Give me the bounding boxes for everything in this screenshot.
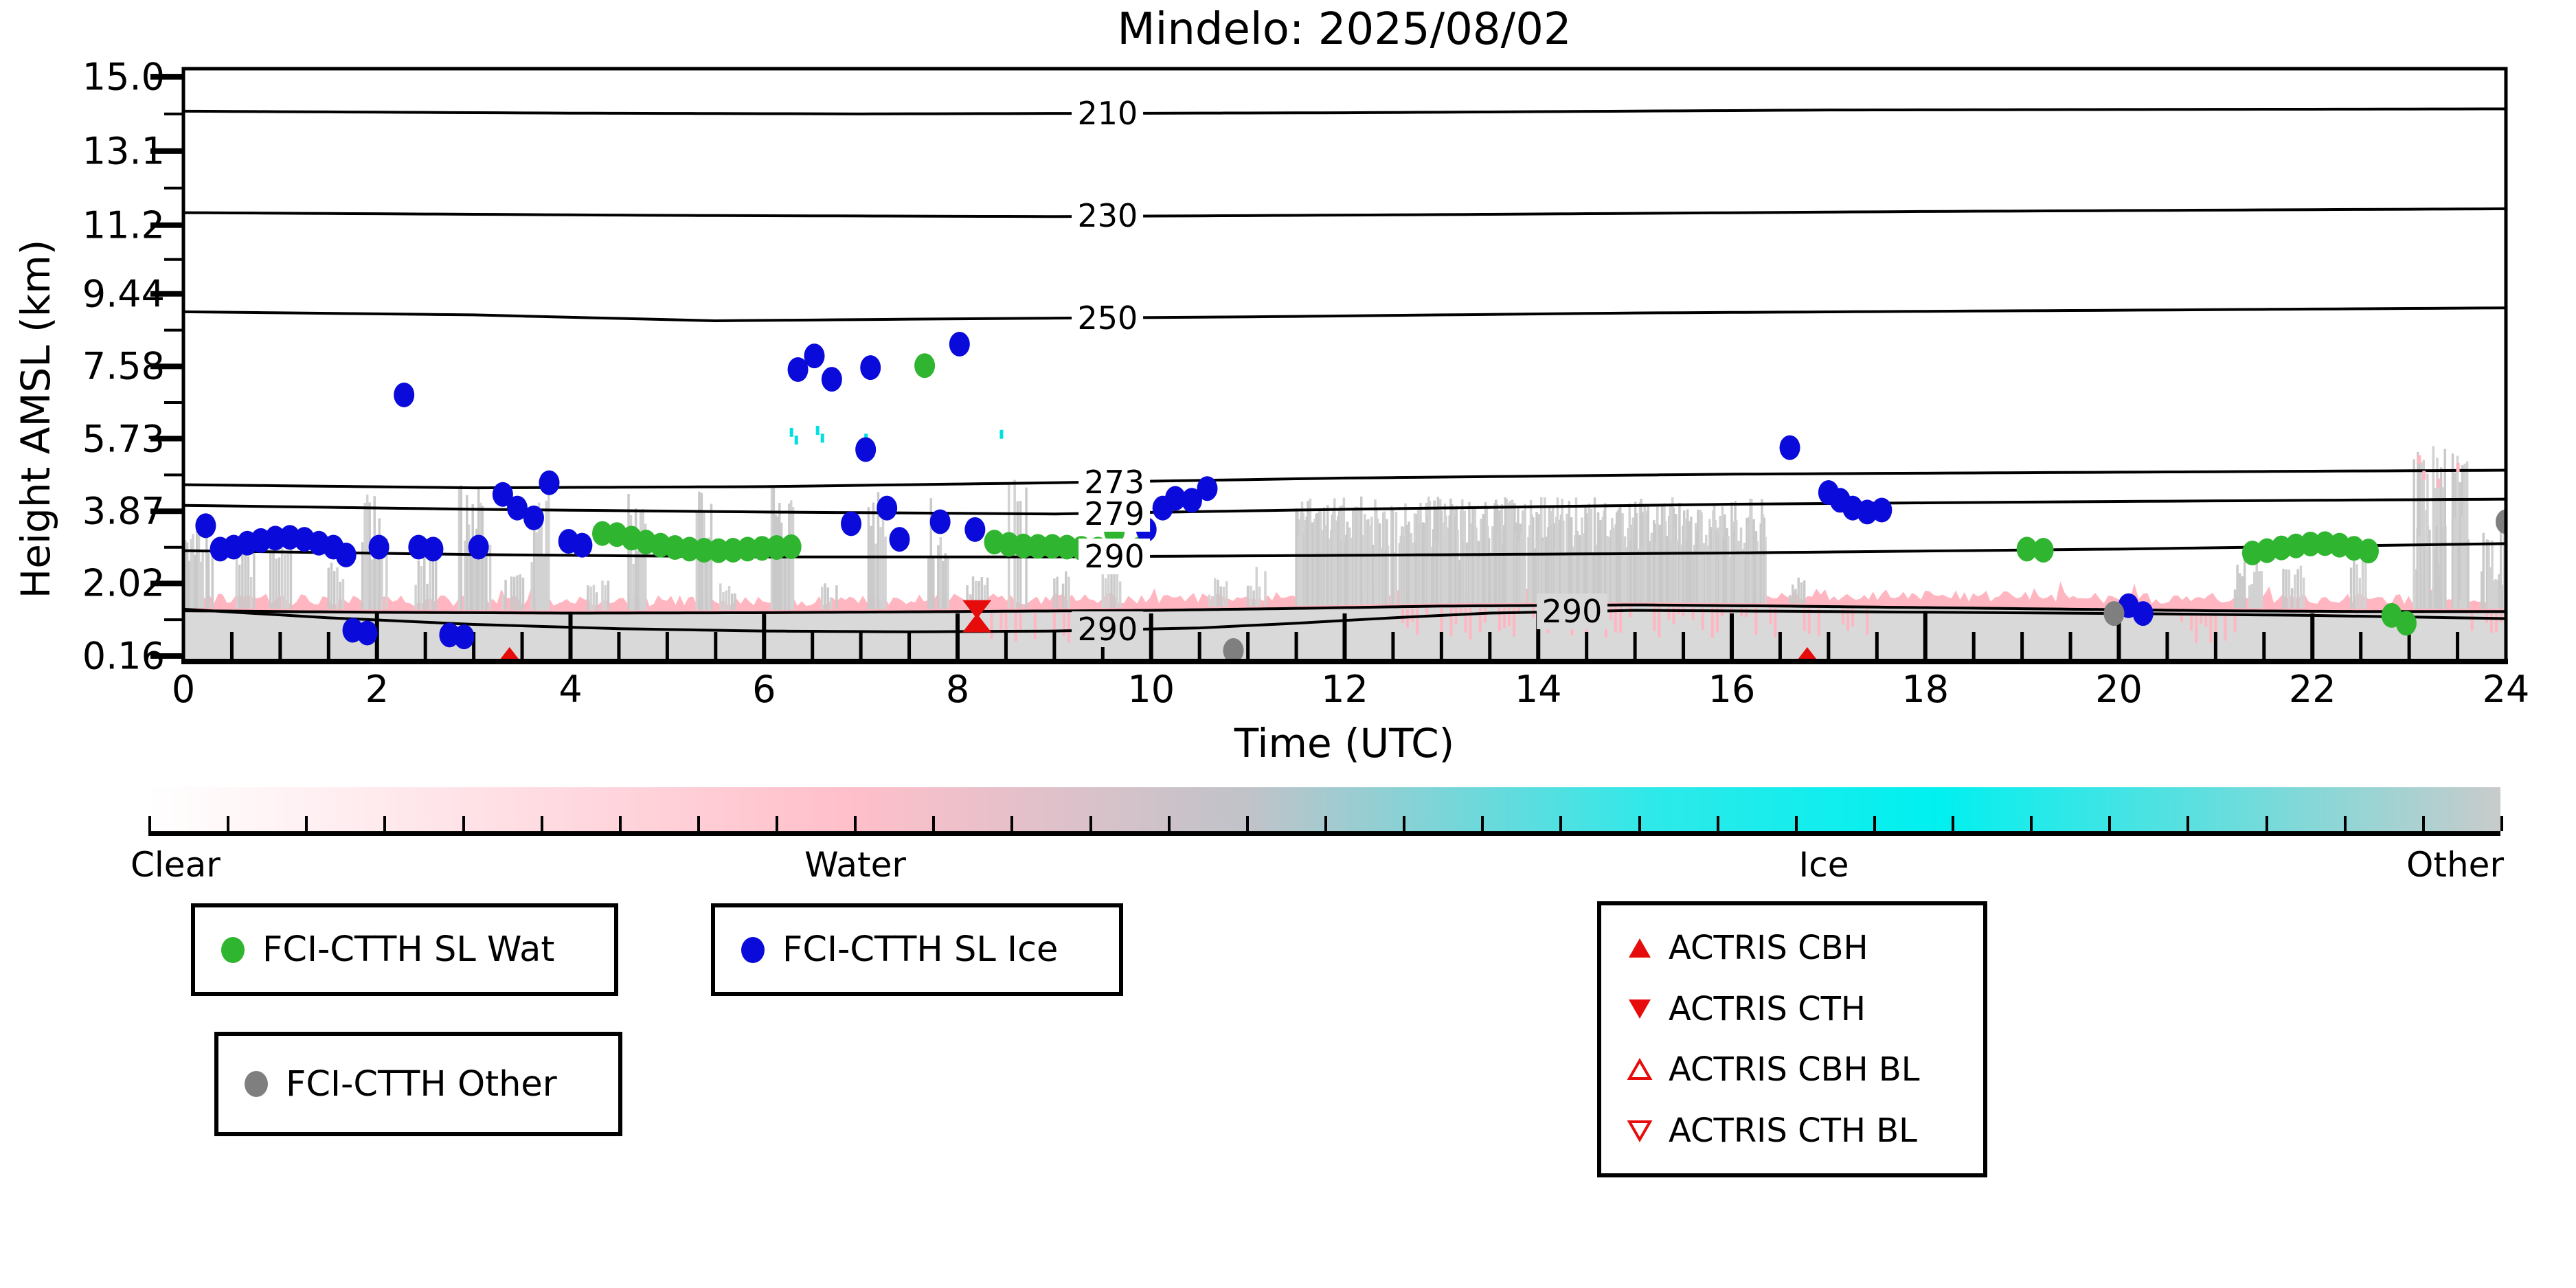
legend-entry-fci-wat: FCI-CTTH SL Wat [195, 929, 554, 970]
colorbar-tick [2343, 816, 2347, 831]
y-tick-label: 15.0 [82, 55, 165, 99]
page-title: Mindelo: 2025/08/02 [1117, 4, 1572, 55]
colorbar-tick [776, 816, 779, 831]
contour-label-290: 290 [1072, 611, 1144, 648]
classification-colorbar [148, 787, 2503, 836]
colorbar-tick [148, 816, 151, 831]
legend-box-actris: ACTRIS CBH ACTRIS CTH ACTRIS CBH BL ACTR… [1597, 901, 1987, 1177]
colorbar-tick [2108, 816, 2112, 831]
ice-dot-icon [741, 936, 765, 963]
legend-box-fci-other: FCI-CTTH Other [214, 1032, 622, 1136]
x-tick-label: 20 [2095, 668, 2143, 711]
y-tick-label: 0.16 [82, 634, 165, 678]
x-tick-label: 10 [1127, 668, 1175, 711]
triangle-down-filled-icon [1629, 999, 1651, 1019]
colorbar-tick [697, 816, 700, 831]
colorbar-tick [2265, 816, 2268, 831]
colorbar-tick [2030, 816, 2033, 831]
colorbar-tick [2187, 816, 2190, 831]
colorbar-tick [1952, 816, 1955, 831]
colorbar-label-ice: Ice [1798, 845, 1849, 885]
colorbar-tick [540, 816, 543, 831]
colorbar-tick [1559, 816, 1563, 831]
y-tick-label: 2.02 [82, 561, 165, 605]
colorbar-tick [305, 816, 308, 831]
colorbar-label-water: Water [804, 845, 906, 885]
triangle-up-filled-icon [1629, 938, 1651, 958]
x-tick-label: 12 [1321, 668, 1368, 711]
legend-label: ACTRIS CBH BL [1669, 1050, 1920, 1089]
contour-label-290: 290 [1536, 594, 1608, 630]
colorbar-tick [932, 816, 936, 831]
colorbar-tick [1245, 816, 1249, 831]
y-tick-label: 13.1 [82, 129, 165, 173]
colorbar-tick [1794, 816, 1798, 831]
other-dot-icon [245, 1071, 268, 1097]
legend-box-fci-wat: FCI-CTTH SL Wat [191, 903, 618, 996]
y-tick-label: 7.58 [82, 344, 165, 388]
y-tick-label: 3.87 [82, 489, 165, 533]
colorbar-tick [462, 816, 465, 831]
colorbar-label-other: Other [2406, 845, 2504, 885]
contour-label-279: 279 [1078, 496, 1151, 532]
legend-label: ACTRIS CTH BL [1669, 1111, 1917, 1150]
x-tick-label: 18 [1901, 668, 1950, 711]
colorbar-tick [1481, 816, 1484, 831]
contour-label-210: 210 [1072, 95, 1144, 131]
contour-label-250: 250 [1072, 300, 1144, 336]
colorbar-tick [618, 816, 622, 831]
x-tick-label: 16 [1708, 668, 1756, 711]
triangle-up-open-icon [1627, 1058, 1653, 1081]
legend-label: FCI-CTTH SL Ice [782, 929, 1059, 970]
legend-entry-fci-other: FCI-CTTH Other [218, 1064, 557, 1105]
legend-label: ACTRIS CTH [1669, 989, 1866, 1028]
x-tick-label: 4 [558, 668, 583, 711]
colorbar-tick [1873, 816, 1876, 831]
legend-label: FCI-CTTH SL Wat [262, 929, 555, 970]
contour-label-290: 290 [1078, 539, 1151, 575]
colorbar-tick [1324, 816, 1327, 831]
x-tick-label: 14 [1514, 668, 1562, 711]
legend-entry-actris-cbh-bl: ACTRIS CBH BL [1601, 1050, 1983, 1089]
x-tick-label: 0 [171, 668, 196, 711]
y-tick-label: 9.44 [82, 272, 165, 316]
colorbar-tick [854, 816, 857, 831]
legend-box-fci-ice: FCI-CTTH SL Ice [711, 903, 1123, 996]
colorbar-tick [1638, 816, 1641, 831]
colorbar-tick [1167, 816, 1171, 831]
contour-label-273: 273 [1078, 464, 1151, 500]
colorbar-tick [227, 816, 230, 831]
colorbar-tick [2421, 816, 2425, 831]
legend-entry-actris-cth: ACTRIS CTH [1601, 990, 1983, 1028]
legend-entry-fci-ice: FCI-CTTH SL Ice [715, 929, 1058, 970]
contour-label-230: 230 [1072, 198, 1144, 234]
colorbar-label-clear: Clear [131, 845, 221, 885]
x-tick-label: 8 [945, 668, 970, 711]
legend-label: FCI-CTTH Other [286, 1063, 557, 1105]
x-axis-label: Time (UTC) [1234, 720, 1455, 767]
y-tick-label: 11.2 [82, 203, 165, 247]
legend-entry-actris-cth-bl: ACTRIS CTH BL [1601, 1111, 1983, 1150]
colorbar-tick [1010, 816, 1014, 831]
x-tick-label: 24 [2482, 668, 2530, 711]
triangle-down-open-icon [1627, 1120, 1653, 1142]
colorbar-tick [1403, 816, 1406, 831]
legend-label: ACTRIS CBH [1669, 929, 1868, 968]
x-tick-label: 2 [365, 668, 389, 711]
x-tick-label: 22 [2288, 668, 2336, 711]
colorbar-tick [383, 816, 387, 831]
water-dot-icon [221, 936, 245, 963]
colorbar-tick [1716, 816, 1719, 831]
x-tick-label: 6 [752, 668, 776, 711]
colorbar-tick [2500, 816, 2503, 831]
legend-entry-actris-cbh: ACTRIS CBH [1601, 929, 1983, 967]
y-tick-label: 5.73 [82, 417, 165, 461]
colorbar-tick [1089, 816, 1092, 831]
